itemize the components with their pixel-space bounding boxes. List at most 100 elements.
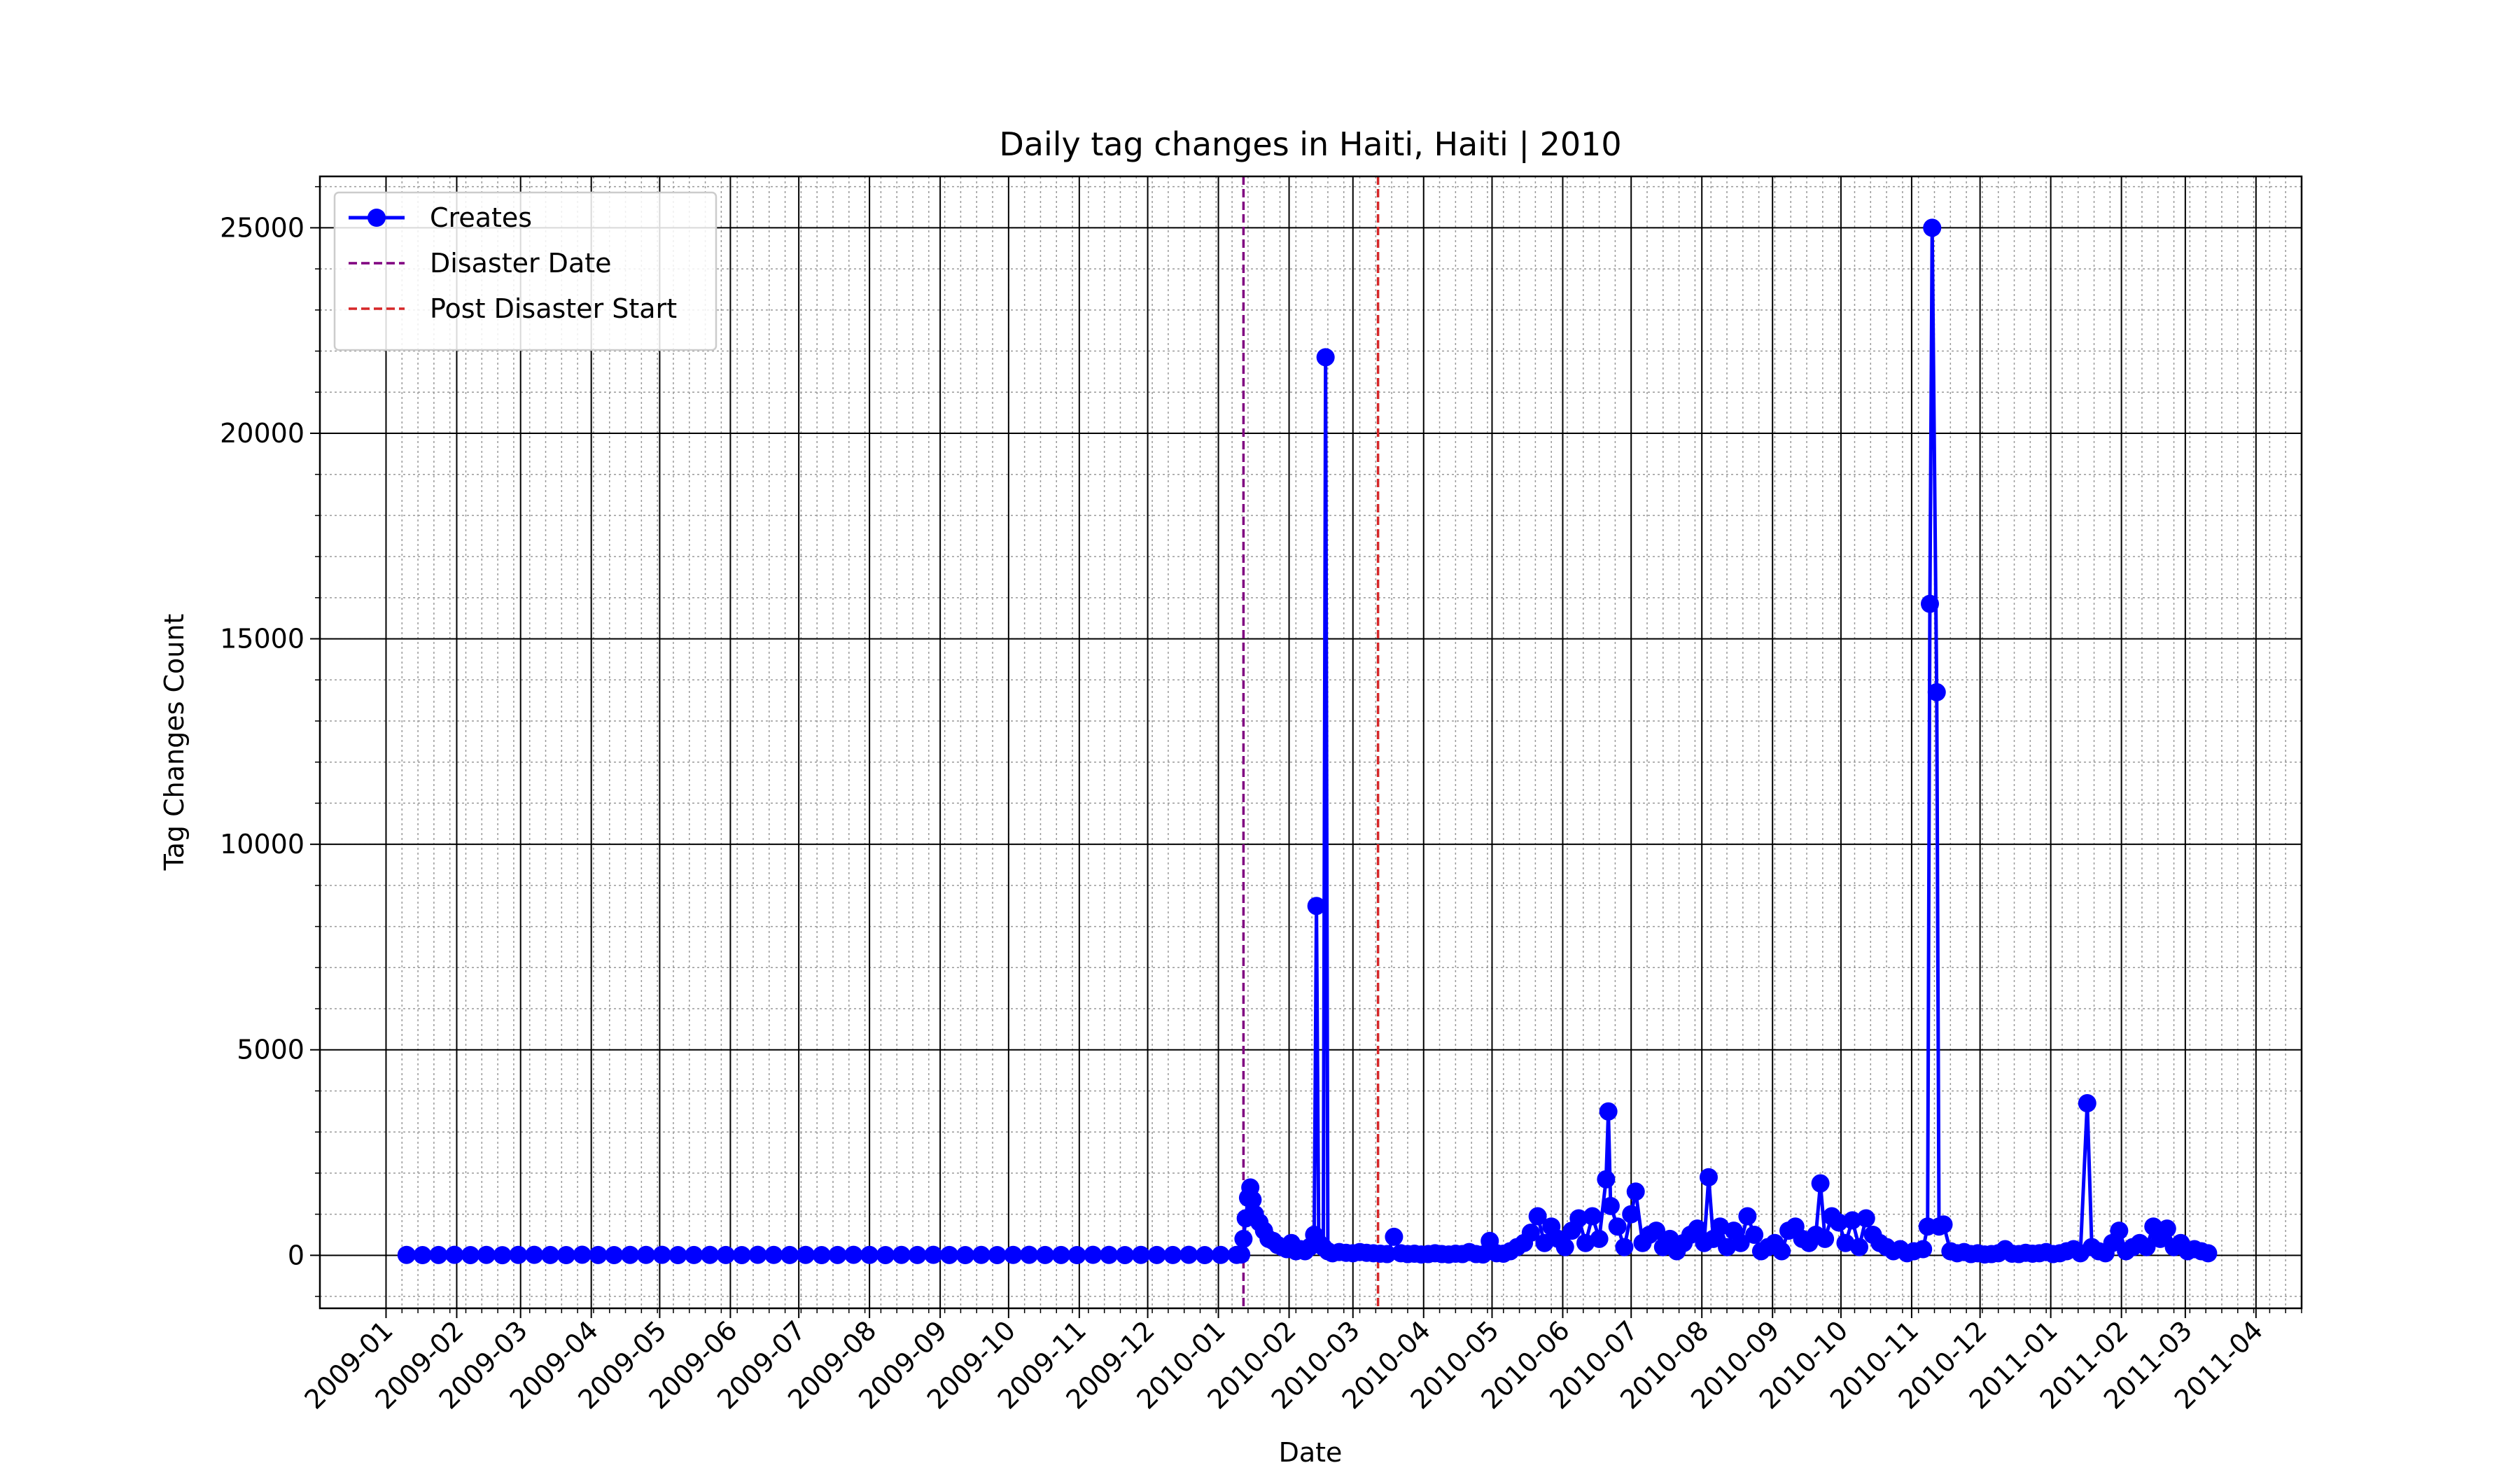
data-point bbox=[1856, 1209, 1875, 1228]
data-point bbox=[1745, 1225, 1764, 1244]
data-point bbox=[2137, 1238, 2156, 1256]
data-point bbox=[1068, 1246, 1086, 1265]
data-point bbox=[2157, 1219, 2176, 1238]
data-point bbox=[780, 1245, 799, 1264]
chart-title: Daily tag changes in Haiti, Haiti | 2010 bbox=[999, 125, 1621, 164]
data-point bbox=[1615, 1238, 1634, 1256]
data-point bbox=[1843, 1211, 1862, 1230]
data-point bbox=[988, 1245, 1007, 1264]
data-point bbox=[1528, 1207, 1547, 1226]
data-point bbox=[493, 1246, 512, 1265]
data-point bbox=[1934, 1215, 1953, 1234]
data-point bbox=[525, 1245, 544, 1264]
y-tick-label: 25000 bbox=[220, 212, 304, 243]
data-point bbox=[764, 1245, 783, 1264]
data-point bbox=[1084, 1245, 1102, 1264]
data-point bbox=[1811, 1174, 1830, 1193]
data-point bbox=[1232, 1245, 1251, 1264]
data-point bbox=[1307, 897, 1326, 916]
data-point bbox=[876, 1245, 895, 1264]
data-point bbox=[1923, 218, 1942, 237]
data-point bbox=[1131, 1245, 1150, 1264]
data-point bbox=[1599, 1102, 1618, 1121]
x-axis-label: Date bbox=[1279, 1437, 1343, 1468]
legend-label: Post Disaster Start bbox=[430, 293, 677, 324]
data-point bbox=[1920, 594, 1939, 613]
data-point bbox=[1569, 1209, 1588, 1228]
data-point bbox=[1688, 1219, 1707, 1238]
data-point bbox=[668, 1246, 687, 1265]
data-point bbox=[1196, 1246, 1214, 1265]
data-point bbox=[1849, 1238, 1868, 1256]
data-point bbox=[1115, 1245, 1134, 1264]
data-point bbox=[1051, 1245, 1070, 1264]
data-point bbox=[972, 1245, 990, 1264]
legend-marker bbox=[368, 209, 386, 227]
data-point bbox=[429, 1245, 448, 1264]
y-tick-label: 10000 bbox=[220, 829, 304, 860]
data-point bbox=[1608, 1217, 1627, 1236]
y-tick-label: 5000 bbox=[237, 1035, 304, 1065]
data-point bbox=[892, 1245, 911, 1264]
data-point bbox=[732, 1245, 751, 1264]
data-point bbox=[636, 1245, 655, 1264]
legend-box bbox=[333, 191, 718, 351]
data-point bbox=[445, 1245, 464, 1264]
data-point bbox=[397, 1245, 416, 1264]
data-point bbox=[621, 1245, 640, 1264]
data-point bbox=[1731, 1233, 1750, 1252]
data-point bbox=[1590, 1229, 1609, 1248]
data-point bbox=[1836, 1233, 1855, 1252]
data-point bbox=[541, 1245, 560, 1264]
data-point bbox=[1576, 1233, 1595, 1252]
data-point bbox=[2110, 1222, 2129, 1240]
data-point bbox=[1647, 1222, 1666, 1240]
data-point bbox=[1020, 1245, 1039, 1264]
data-point bbox=[2199, 1244, 2218, 1263]
data-point bbox=[1772, 1242, 1791, 1261]
y-tick-label: 0 bbox=[288, 1240, 304, 1270]
data-point bbox=[940, 1245, 959, 1264]
data-point bbox=[573, 1245, 592, 1264]
data-point bbox=[685, 1245, 704, 1264]
data-point bbox=[812, 1246, 831, 1265]
data-point bbox=[1316, 348, 1335, 367]
data-point bbox=[1147, 1245, 1166, 1264]
data-point bbox=[1163, 1245, 1182, 1264]
data-point bbox=[1521, 1224, 1540, 1242]
data-point bbox=[605, 1245, 624, 1264]
data-point bbox=[589, 1245, 608, 1264]
data-point bbox=[844, 1245, 863, 1264]
data-point bbox=[908, 1245, 927, 1264]
data-point bbox=[828, 1245, 847, 1264]
data-point bbox=[556, 1246, 575, 1265]
data-point bbox=[1738, 1207, 1757, 1226]
data-point bbox=[1180, 1245, 1198, 1264]
data-point bbox=[1385, 1227, 1404, 1246]
data-point bbox=[860, 1245, 879, 1264]
legend-label: Disaster Date bbox=[430, 248, 612, 279]
data-point bbox=[1100, 1245, 1119, 1264]
data-point bbox=[955, 1246, 974, 1265]
data-point bbox=[1816, 1229, 1835, 1248]
data-point bbox=[924, 1245, 943, 1264]
data-point bbox=[1035, 1245, 1054, 1264]
data-point bbox=[1927, 682, 1946, 701]
data-point bbox=[1378, 1245, 1396, 1264]
data-point bbox=[1597, 1170, 1616, 1189]
data-point bbox=[1718, 1238, 1737, 1256]
data-point bbox=[1626, 1182, 1645, 1201]
data-point bbox=[1211, 1245, 1230, 1264]
y-tick-label: 15000 bbox=[220, 624, 304, 654]
data-point bbox=[1234, 1229, 1253, 1248]
data-point bbox=[1243, 1191, 1262, 1210]
data-point bbox=[413, 1246, 432, 1265]
data-point bbox=[1474, 1245, 1492, 1264]
data-point bbox=[1583, 1207, 1602, 1226]
data-point bbox=[1829, 1213, 1848, 1232]
data-point bbox=[477, 1245, 496, 1264]
data-point bbox=[461, 1245, 480, 1264]
data-point bbox=[1914, 1240, 1933, 1259]
y-axis-label: Tag Changes Count bbox=[159, 614, 190, 872]
